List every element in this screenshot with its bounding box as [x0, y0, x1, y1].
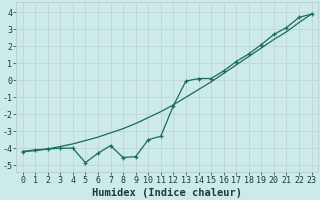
X-axis label: Humidex (Indice chaleur): Humidex (Indice chaleur) — [92, 188, 242, 198]
